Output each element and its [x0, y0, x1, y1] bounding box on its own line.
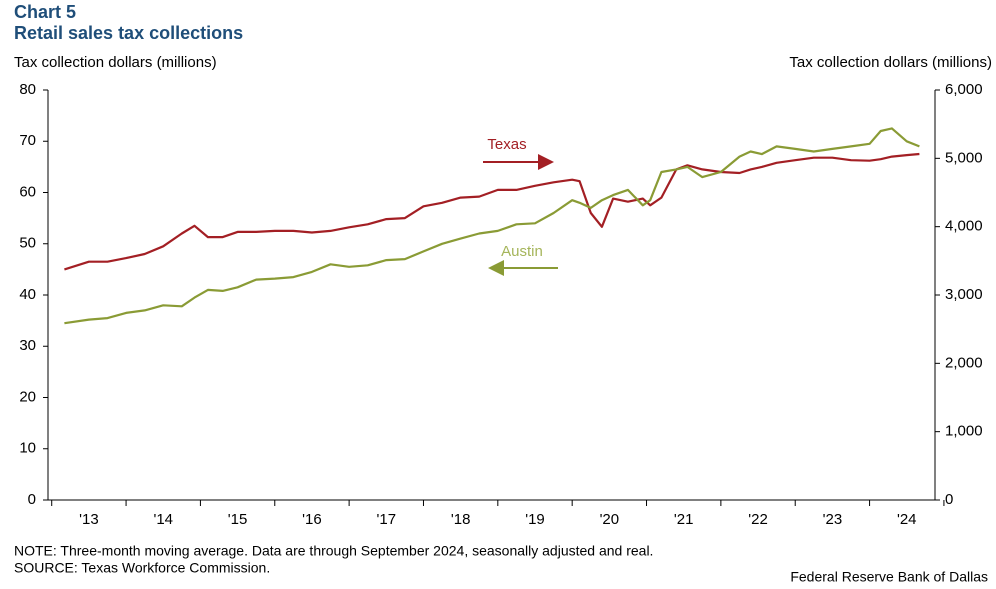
y2-tick-label: 1,000 [945, 423, 983, 440]
y-axis-label: Tax collection dollars (millions) [14, 54, 217, 71]
legend-label: Texas [487, 136, 526, 153]
y2-tick-label: 5,000 [945, 149, 983, 166]
credit: Federal Reserve Bank of Dallas [790, 569, 988, 585]
y-tick-label: 50 [19, 235, 36, 252]
y-tick-label: 60 [19, 183, 36, 200]
y-tick-label: 70 [19, 132, 36, 149]
y2-axis-label: Tax collection dollars (millions) [789, 54, 992, 71]
x-tick-label: '16 [302, 511, 322, 528]
chart-title: Chart 5 [14, 2, 76, 22]
x-tick-label: '19 [525, 511, 545, 528]
series-line [64, 127, 920, 325]
y-tick-label: 30 [19, 337, 36, 354]
chart-subtitle: Retail sales tax collections [14, 23, 243, 43]
y-tick-label: 20 [19, 388, 36, 405]
x-tick-label: '13 [79, 511, 99, 528]
x-tick-label: '15 [228, 511, 248, 528]
series-line [64, 152, 920, 271]
legend-label: Austin [501, 243, 543, 260]
y2-tick-label: 3,000 [945, 286, 983, 303]
x-tick-label: '17 [377, 511, 397, 528]
y2-tick-label: 6,000 [945, 81, 983, 98]
y-tick-label: 40 [19, 286, 36, 303]
y2-tick-label: 0 [945, 491, 953, 508]
source: SOURCE: Texas Workforce Commission. [14, 560, 270, 576]
y-tick-label: 10 [19, 440, 36, 457]
y2-tick-label: 2,000 [945, 354, 983, 371]
x-tick-label: '20 [600, 511, 620, 528]
x-tick-label: '22 [748, 511, 768, 528]
x-tick-label: '21 [674, 511, 694, 528]
x-tick-label: '14 [153, 511, 173, 528]
x-tick-label: '24 [897, 511, 917, 528]
x-tick-label: '23 [823, 511, 843, 528]
y-tick-label: 0 [28, 491, 36, 508]
note: NOTE: Three-month moving average. Data a… [14, 543, 653, 559]
y-tick-label: 80 [19, 81, 36, 98]
y2-tick-label: 4,000 [945, 218, 983, 235]
x-tick-label: '18 [451, 511, 471, 528]
